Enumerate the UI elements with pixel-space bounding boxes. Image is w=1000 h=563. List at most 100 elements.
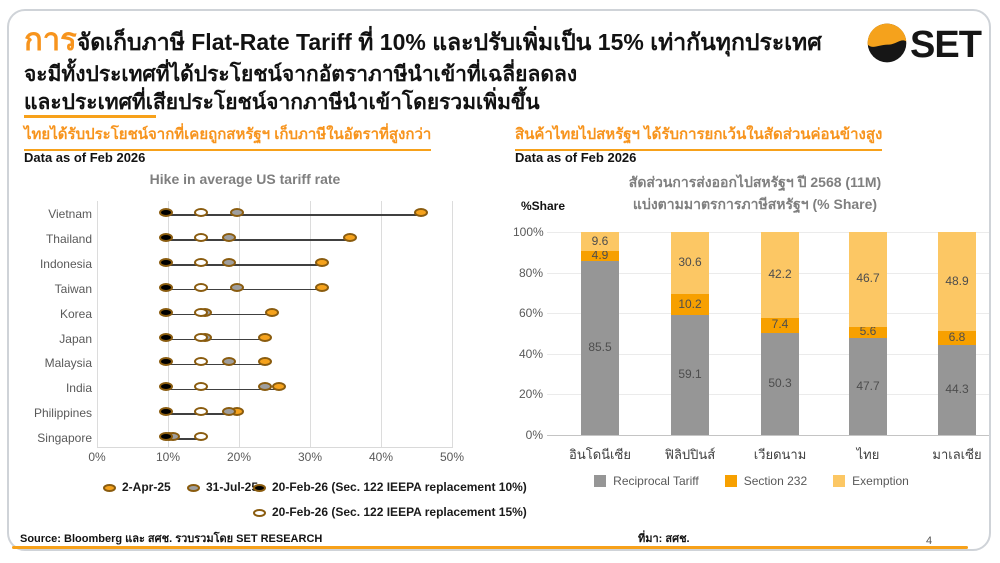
legend-swatch-section232 <box>724 475 737 487</box>
page-title-rest: จัดเก็บภาษี Flat-Rate Tariff ที่ 10% และ… <box>76 29 822 55</box>
connector-line <box>168 214 424 216</box>
page-subtitle-line1: จะมีทั้งประเทศที่ได้ประโยชน์จากอัตราภาษี… <box>24 63 578 86</box>
left-section-header: ไทยได้รับประโยชน์จากที่เคยถูกสหรัฐฯ เก็บ… <box>24 122 432 151</box>
gridline-x <box>168 201 169 448</box>
bar-value-label: 46.7 <box>856 271 880 286</box>
bar-value-label: 10.2 <box>678 296 702 311</box>
legend-item-exemption: Exemption <box>833 474 909 488</box>
bar-segment-section232 <box>761 317 799 333</box>
dot-apr <box>343 232 358 242</box>
dot-jul <box>229 208 244 217</box>
y-tick-label: 60% <box>518 306 543 321</box>
dot-apr <box>257 332 272 342</box>
bar-value-label: 6.8 <box>948 330 966 345</box>
page-title-prefix: การ <box>24 22 77 57</box>
bar-segment-section232 <box>581 251 619 262</box>
footer-source: Source: Bloomberg และ สศช. รวบรวมโดย SET… <box>20 533 323 545</box>
dot-apr <box>272 382 287 392</box>
bar-segment-section232 <box>671 294 709 316</box>
legend-item-jul: 31-Jul-25 <box>187 480 258 494</box>
right-section-header: สินค้าไทยไปสหรัฐฯ ได้รับการยกเว้นในสัดส่… <box>515 122 883 151</box>
stacked-chart-title-line2: แบ่งตามมาตรการภาษีสหรัฐฯ (% Share) <box>632 196 878 212</box>
bar-value-label: 30.6 <box>678 255 702 270</box>
gridline-x <box>239 201 240 448</box>
row-label: Korea <box>59 306 92 321</box>
dot-feb15 <box>194 382 208 392</box>
bar-segment-exemption <box>849 232 887 327</box>
legend-item-feb10: 20-Feb-26 (Sec. 122 IEEPA replacement 10… <box>253 480 527 494</box>
bar-segment-section232 <box>849 326 887 339</box>
bar-value-label: 59.1 <box>678 367 702 381</box>
x-tick-label: 50% <box>439 450 465 464</box>
bar-value-label: 50.3 <box>768 375 792 390</box>
dot-feb10 <box>158 407 173 417</box>
dot-feb15 <box>194 407 208 417</box>
row-label: Malaysia <box>44 356 92 371</box>
legend-marker-jul <box>187 484 200 492</box>
x-tick-label: 0% <box>88 450 106 464</box>
dot-feb10 <box>158 307 173 317</box>
y-tick-label: 0% <box>525 428 543 442</box>
dot-apr <box>314 282 329 292</box>
legend-swatch-exemption <box>833 475 846 487</box>
connector-line <box>168 388 282 391</box>
gridline-y <box>547 435 989 436</box>
legend-item-feb15: 20-Feb-26 (Sec. 122 IEEPA replacement 15… <box>253 505 527 519</box>
dot-apr <box>257 357 272 367</box>
dot-feb10 <box>158 382 173 392</box>
x-tick-label: 10% <box>155 450 181 464</box>
dot-feb10 <box>158 357 173 367</box>
bar-segment-reciprocal <box>938 345 976 435</box>
stacked-bar-chart: 0% 20% 40% 60% 80% 100% 85.5 4.9 9.6 อินโดนีเซีย 5… <box>513 225 990 475</box>
legend-marker-feb15 <box>253 509 266 517</box>
dot-feb10 <box>158 257 173 267</box>
title-underline <box>24 115 156 118</box>
legend-item-reciprocal: Reciprocal Tariff <box>594 474 699 488</box>
legend-swatch-reciprocal <box>594 475 607 487</box>
dot-feb15 <box>194 232 208 242</box>
bar-value-label: 48.9 <box>945 273 969 288</box>
bar-value-label: 44.3 <box>945 382 969 397</box>
x-axis-line <box>97 447 453 448</box>
dot-feb15 <box>194 432 208 442</box>
row-label: Indonesia <box>39 256 92 271</box>
page-number: 4 <box>926 535 933 547</box>
category-label: ไทย <box>856 447 880 462</box>
gridline-x <box>381 201 382 448</box>
y-tick-label: 100% <box>513 225 544 239</box>
row-label: Thailand <box>45 231 92 246</box>
x-tick-label: 30% <box>297 450 323 464</box>
legend-item-section232: Section 232 <box>724 474 807 488</box>
connector-line <box>168 288 325 291</box>
connector-line <box>168 338 268 341</box>
category-label: เวียดนาม <box>753 447 807 462</box>
row-label: Philippines <box>33 406 92 421</box>
dot-feb10 <box>158 232 173 242</box>
gridline-x <box>97 201 98 448</box>
gridline-x <box>310 201 311 448</box>
slide-border <box>7 9 991 551</box>
right-data-as-of: Data as of Feb 2026 <box>515 150 637 165</box>
dot-apr <box>414 208 429 217</box>
bar-segment-exemption <box>581 232 619 252</box>
row-label: Taiwan <box>54 281 92 296</box>
page-subtitle-line2: และประเทศที่เสียประโยชน์จากภาษีนำเข้าโดย… <box>24 91 540 114</box>
bar-value-label: 85.5 <box>588 340 612 355</box>
lollipop-chart-title: Hike in average US tariff rate <box>149 171 341 187</box>
lollipop-chart: 0% 10% 20% 30% 40% 50% Vietnam Thailand Indonesi… <box>22 193 490 473</box>
dot-feb15 <box>194 307 208 317</box>
lollipop-legend: 2-Apr-25 31-Jul-25 20-Feb-26 (Sec. 122 I… <box>95 477 527 529</box>
dot-jul <box>222 407 237 417</box>
bar-segment-reciprocal <box>761 332 799 435</box>
dot-feb15 <box>194 357 208 367</box>
bar-segment-reciprocal <box>581 261 619 435</box>
legend-marker-apr <box>103 484 116 492</box>
dot-feb15 <box>194 332 208 342</box>
dot-feb10 <box>158 208 173 217</box>
connector-line <box>168 239 353 241</box>
set-logo: SET <box>866 22 982 69</box>
bar-segment-exemption <box>938 232 976 332</box>
legend-marker-feb10 <box>253 484 266 492</box>
connector-line <box>168 363 268 366</box>
y-tick-label: 40% <box>518 346 543 361</box>
